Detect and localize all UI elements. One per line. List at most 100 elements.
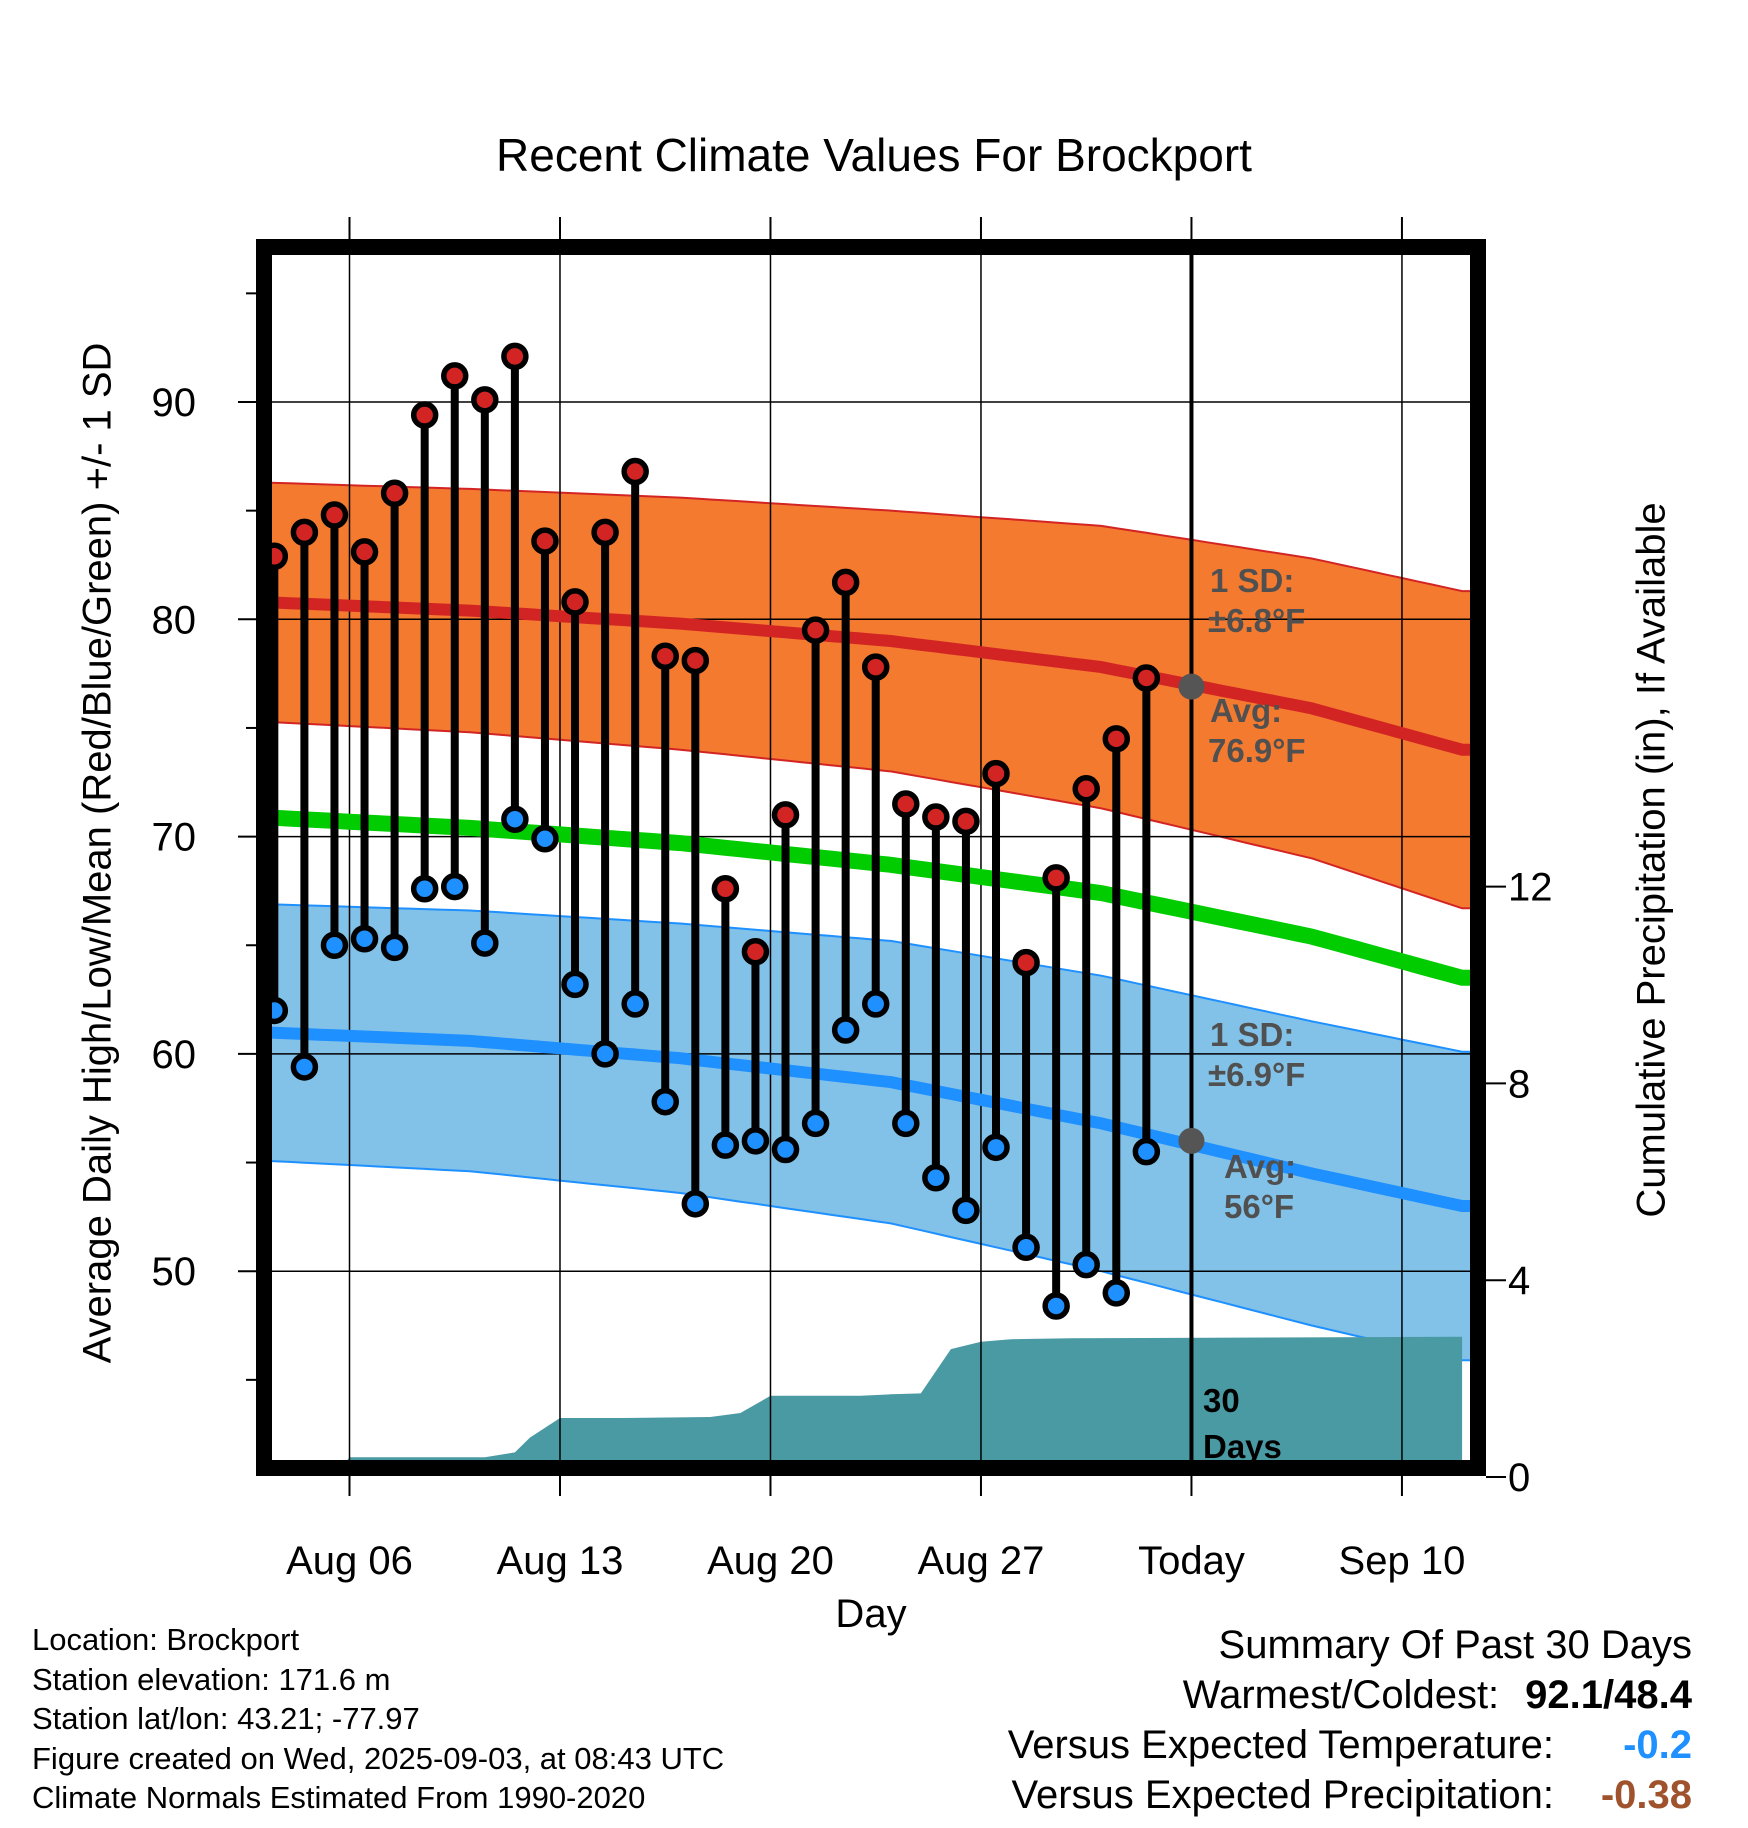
daily-low-marker (831, 1016, 860, 1044)
daily-high-marker (681, 646, 710, 675)
daily-low-marker (892, 1109, 920, 1138)
daily-low-marker (982, 1133, 1010, 1162)
daily-high-marker (621, 457, 649, 486)
daily-high-marker (922, 803, 950, 831)
daily-high-marker (982, 759, 1010, 788)
daily-high-marker (952, 807, 980, 836)
high-sd-lower-edge (264, 720, 1478, 910)
daily-high-marker (290, 518, 319, 547)
daily-high-marker (1042, 864, 1070, 892)
daily-low-marker (681, 1190, 710, 1218)
high-sd-upper-edge (264, 481, 1478, 593)
summary-heading: Summary Of Past 30 Days (1218, 1623, 1692, 1667)
x-tick-label: Aug 27 (918, 1539, 1045, 1583)
daily-low-marker (621, 990, 649, 1018)
precip-departure-row: Versus Expected Precipitation: -0.38 (1008, 1770, 1692, 1820)
daily-low-marker (711, 1131, 740, 1159)
daily-low-marker (410, 875, 439, 903)
daily-high-marker (440, 362, 469, 390)
y-tick-label: 80 (152, 598, 197, 642)
daily-high-marker (320, 501, 349, 529)
days-count-word: Days (1203, 1428, 1282, 1465)
daily-high-marker (410, 401, 439, 429)
y-tick-label: 90 (152, 381, 197, 425)
latlon-text: Station lat/lon: 43.21; -77.97 (32, 1701, 420, 1736)
daily-high-marker (1012, 948, 1040, 977)
summary-panel: Summary Of Past 30 Days Warmest/Coldest:… (1008, 1620, 1692, 1820)
high-sd-band (264, 482, 1478, 909)
daily-high-marker (771, 801, 800, 829)
mean-line (264, 809, 1478, 986)
y-tick-label: 60 (152, 1033, 197, 1077)
daily-high-marker (831, 568, 860, 597)
low-avg-value: 56°F (1224, 1188, 1294, 1225)
daily-low-marker (501, 805, 529, 833)
y2-tick-label: 0 (1508, 1456, 1530, 1500)
daily-high-marker (591, 518, 619, 547)
y-tick-label: 50 (152, 1250, 197, 1294)
daily-low-marker (1012, 1233, 1040, 1262)
daily-high-marker (1102, 725, 1131, 753)
daily-high-marker (741, 938, 770, 966)
x-tick-label: Today (1138, 1539, 1245, 1583)
y-tick-label: 70 (152, 816, 197, 860)
low-sd-lower-edge (264, 1159, 1478, 1362)
temp-departure-value: -0.2 (1623, 1723, 1692, 1767)
x-tick-label: Aug 20 (707, 1539, 834, 1583)
daily-high-marker (531, 527, 559, 555)
y2-tick-label: 12 (1508, 866, 1553, 910)
chart-title: Recent Climate Values For Brockport (496, 129, 1252, 181)
y2-tick-label: 8 (1508, 1062, 1530, 1106)
high-sd-label: 1 SD: (1210, 562, 1294, 599)
daily-low-marker (380, 933, 409, 962)
daily-low-marker (861, 990, 890, 1018)
today-high-avg-dot (1178, 673, 1205, 700)
daily-low-marker (741, 1127, 770, 1155)
temp-departure-row: Versus Expected Temperature: -0.2 (1008, 1720, 1692, 1770)
daily-low-marker (1132, 1137, 1161, 1166)
high-avg-value: 76.9°F (1208, 732, 1306, 769)
daily-high-marker (380, 479, 409, 508)
daily-high-marker (1072, 775, 1100, 803)
normals-text: Climate Normals Estimated From 1990-2020 (32, 1780, 646, 1815)
high-sd-value: ±6.8°F (1208, 602, 1305, 639)
daily-low-marker (771, 1135, 800, 1164)
location-text: Location: Brockport (32, 1622, 300, 1657)
daily-high-marker (350, 538, 379, 566)
low-sd-value: ±6.9°F (1208, 1056, 1305, 1093)
daily-high-marker (892, 790, 920, 818)
daily-high-marker (501, 342, 529, 371)
x-tick-label: Aug 06 (286, 1539, 413, 1583)
precip-departure-value: -0.38 (1600, 1773, 1692, 1817)
daily-low-marker (651, 1087, 679, 1116)
daily-low-marker (561, 970, 589, 999)
created-text: Figure created on Wed, 2025-09-03, at 08… (32, 1740, 725, 1776)
daily-low-marker (952, 1196, 980, 1225)
elevation-text: Station elevation: 171.6 m (32, 1661, 391, 1697)
low-avg-line (264, 1026, 1478, 1212)
daily-high-marker (801, 616, 830, 644)
daily-low-marker (350, 924, 379, 953)
daily-low-marker (591, 1040, 619, 1068)
daily-high-marker (471, 386, 499, 414)
daily-low-marker (320, 931, 349, 959)
station-info: Location: Brockport Station elevation: 1… (32, 1620, 724, 1818)
daily-high-marker (651, 642, 679, 670)
high-avg-line (264, 596, 1478, 756)
warmest-coldest-value: 92.1/48.4 (1525, 1673, 1692, 1717)
plot-frame (256, 239, 1486, 1476)
x-tick-label: Sep 10 (1339, 1539, 1466, 1583)
daily-high-marker (711, 875, 740, 903)
tick-labels: 50 60 70 80 90 0 4 8 12 Aug 06 Aug 13 Aug 20 Aug 27 T… (152, 381, 1553, 1583)
daily-observations (264, 342, 1161, 1320)
axis-ticks (238, 217, 1506, 1496)
temp-departure-label: Versus Expected Temperature: (1007, 1723, 1554, 1767)
daily-high-marker (861, 653, 890, 681)
daily-low-marker (440, 872, 469, 901)
daily-low-marker (801, 1109, 830, 1138)
precip-area (341, 1336, 1463, 1468)
today-low-avg-dot (1178, 1127, 1205, 1154)
